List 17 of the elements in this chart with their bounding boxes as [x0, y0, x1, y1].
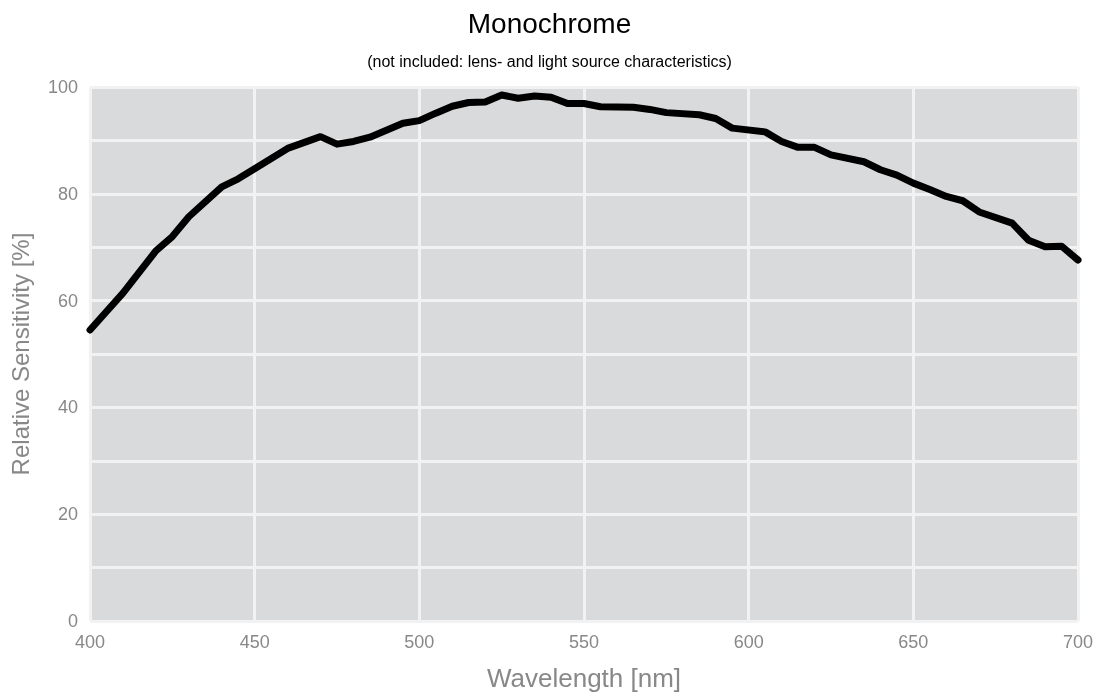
- x-tick-label: 700: [1062, 632, 1094, 652]
- y-tick-label: 100: [47, 77, 78, 97]
- chart-title: Monochrome: [467, 7, 632, 39]
- x-tick-label: 400: [74, 632, 106, 652]
- chart-subtitle: (not included: lens- and light source characteristics): [367, 52, 732, 70]
- y-tick-label: 20: [57, 504, 78, 525]
- x-tick-label: 500: [404, 632, 435, 652]
- y-tick-label: 40: [57, 397, 78, 418]
- x-tick-label: 650: [898, 632, 929, 652]
- x-axis-title: Wavelength [nm]: [486, 663, 682, 693]
- y-axis-title: Relative Sensitivity [%]: [6, 232, 34, 476]
- x-tick-label: 550: [568, 632, 600, 652]
- y-tick-label: 80: [57, 183, 78, 204]
- y-tick-label: 0: [67, 611, 78, 631]
- y-tick-label: 60: [57, 290, 78, 311]
- x-tick-label: 600: [733, 632, 764, 652]
- x-tick-label: 450: [239, 632, 270, 652]
